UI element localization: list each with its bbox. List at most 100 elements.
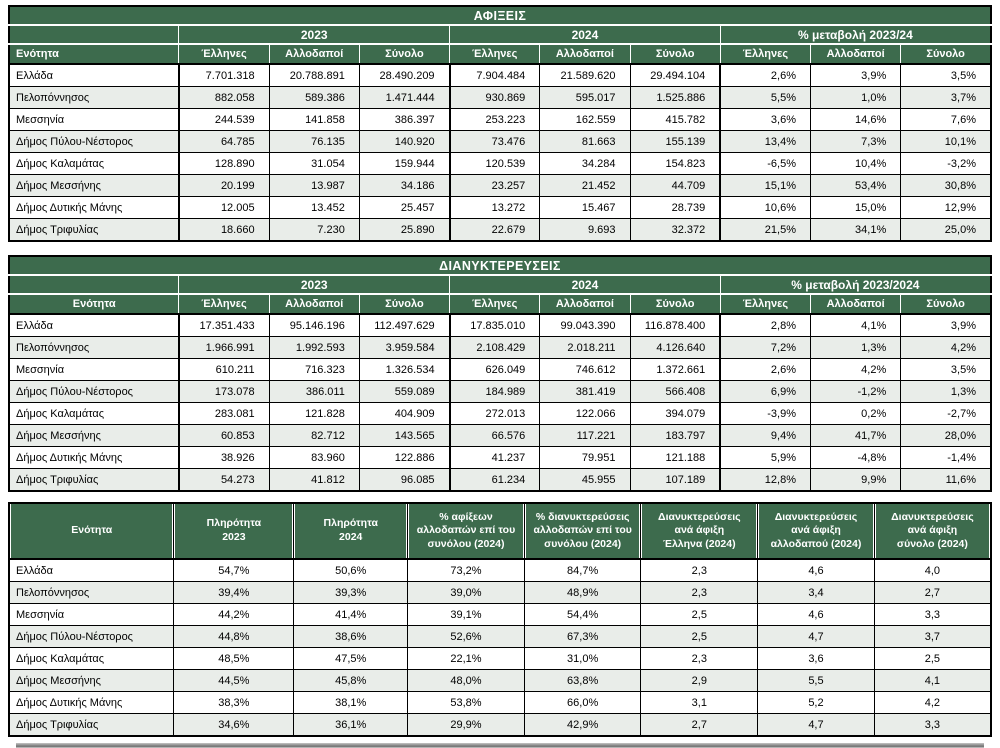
value-cell: 716.323 <box>268 358 360 381</box>
overnights-year-row: 2023 2024 % μεταβολή 2023/2024 <box>8 274 992 295</box>
value-cell: 112.497.629 <box>358 313 451 337</box>
value-cell: 559.089 <box>358 380 451 403</box>
value-cell: 12.005 <box>177 196 270 219</box>
value-cell: 61.234 <box>448 468 541 492</box>
table-row: Δήμος Καλαμάτας 128.890 31.054 159.944 120.5… <box>8 152 992 175</box>
value-cell: 3,3 <box>873 603 992 626</box>
value-cell: 107.189 <box>629 468 721 492</box>
overnights-per-arrival-foreign-header: Διανυκτερεύσεις ανά άφιξη αλλοδαπού (202… <box>757 502 875 560</box>
foreigners-column-header: Αλλοδαποί <box>539 43 631 65</box>
value-cell: 155.139 <box>629 130 721 153</box>
region-cell: Μεσσηνία <box>8 108 180 131</box>
value-cell: 882.058 <box>177 86 270 109</box>
value-cell: 53,8% <box>407 691 525 714</box>
value-cell: 64.785 <box>177 130 270 153</box>
value-cell: 39,0% <box>407 581 525 604</box>
value-cell: 3,6 <box>757 647 875 670</box>
value-cell: 21.452 <box>539 174 631 197</box>
value-cell: 2,3 <box>640 558 759 582</box>
value-cell: 17.835.010 <box>448 313 541 337</box>
value-cell: 30,8% <box>900 174 992 197</box>
value-cell: 7,3% <box>809 130 902 153</box>
total-column-header: Σύνολο <box>358 43 451 65</box>
value-cell: 9,4% <box>719 424 812 447</box>
value-cell: 1.966.991 <box>177 336 270 359</box>
value-cell: 283.081 <box>177 402 270 425</box>
value-cell: 1,3% <box>809 336 902 359</box>
value-cell: 34,6% <box>173 713 295 737</box>
value-cell: -1,2% <box>809 380 902 403</box>
value-cell: 404.909 <box>358 402 451 425</box>
value-cell: 394.079 <box>629 402 721 425</box>
value-cell: 66.576 <box>448 424 541 447</box>
value-cell: 84,7% <box>523 558 642 582</box>
value-cell: 3,6% <box>719 108 812 131</box>
value-cell: 66,0% <box>523 691 642 714</box>
value-cell: 48,9% <box>523 581 642 604</box>
region-cell: Δήμος Δυτικής Μάνης <box>8 691 175 714</box>
table-row: Μεσσηνία 244.539 141.858 386.397 253.223 162.… <box>8 108 992 131</box>
value-cell: 25.457 <box>358 196 451 219</box>
value-cell: 23.257 <box>448 174 541 197</box>
value-cell: 122.066 <box>539 402 631 425</box>
value-cell: 95.146.196 <box>268 313 360 337</box>
value-cell: 39,3% <box>293 581 409 604</box>
table-row: Δήμος Τριφυλίας 34,6% 36,1% 29,9% 42,9% 2,7 4,… <box>8 713 992 737</box>
value-cell: 44,5% <box>173 669 295 692</box>
value-cell: 4,2% <box>809 358 902 381</box>
region-cell: Δήμος Μεσσήνης <box>8 174 180 197</box>
value-cell: 45.955 <box>539 468 631 492</box>
value-cell: 2,6% <box>719 63 812 87</box>
percent-change-header: % μεταβολή 2023/24 <box>719 24 992 45</box>
foreigners-column-header: Αλλοδαποί <box>809 293 902 315</box>
value-cell: 41,7% <box>809 424 902 447</box>
overnights-table: ΔΙΑΝΥΚΤΕΡΕΥΣΕΙΣ 2023 2024 % μεταβολή 202… <box>8 255 992 492</box>
region-cell: Δήμος Τριφυλίας <box>8 713 175 737</box>
value-cell: 7.701.318 <box>177 63 270 87</box>
value-cell: 7.904.484 <box>448 63 541 87</box>
value-cell: 4,1 <box>873 669 992 692</box>
value-cell: 13.452 <box>268 196 360 219</box>
table-row: Δήμος Καλαμάτας 283.081 121.828 404.909 272.… <box>8 402 992 425</box>
value-cell: 54.273 <box>177 468 270 492</box>
value-cell: 53,4% <box>809 174 902 197</box>
value-cell: 3,7 <box>873 625 992 648</box>
greeks-column-header: Έλληνες <box>178 43 270 65</box>
value-cell: 34.186 <box>358 174 451 197</box>
value-cell: 1.471.444 <box>358 86 451 109</box>
value-cell: 9,9% <box>809 468 902 492</box>
value-cell: 2,3 <box>640 581 759 604</box>
bottom-divider <box>16 743 984 748</box>
value-cell: 73,2% <box>407 558 525 582</box>
table-row: Δήμος Τριφυλίας 18.660 7.230 25.890 22.679 9.… <box>8 218 992 242</box>
region-cell: Δήμος Πύλου-Νέστορος <box>8 625 175 648</box>
value-cell: 3.959.584 <box>358 336 451 359</box>
value-cell: 39,4% <box>173 581 295 604</box>
value-cell: 7,6% <box>900 108 992 131</box>
greeks-column-header: Έλληνες <box>178 293 270 315</box>
region-cell: Πελοπόννησος <box>8 336 180 359</box>
table-row: Ελλάδα 54,7% 50,6% 73,2% 84,7% 2,3 4,6 4,0 <box>8 558 992 582</box>
value-cell: 141.858 <box>268 108 360 131</box>
blank-header-cell <box>8 24 180 45</box>
table-row: Δήμος Μεσσήνης 44,5% 45,8% 48,0% 63,8% 2,9 5,5… <box>8 669 992 692</box>
region-cell: Ελλάδα <box>8 558 175 582</box>
region-cell: Δήμος Πύλου-Νέστορος <box>8 380 180 403</box>
value-cell: -2,7% <box>900 402 992 425</box>
value-cell: 4,6 <box>757 558 875 582</box>
value-cell: 415.782 <box>629 108 721 131</box>
region-cell: Δήμος Πύλου-Νέστορος <box>8 130 180 153</box>
value-cell: 28,0% <box>900 424 992 447</box>
value-cell: 386.011 <box>268 380 360 403</box>
value-cell: 10,6% <box>719 196 812 219</box>
entity-column-header: Ενότητα <box>8 293 180 315</box>
value-cell: 1,3% <box>900 380 992 403</box>
entity-column-header: Ενότητα <box>8 43 180 65</box>
value-cell: 73.476 <box>448 130 541 153</box>
region-cell: Δήμος Καλαμάτας <box>8 647 175 670</box>
table-row: Μεσσηνία 44,2% 41,4% 39,1% 54,4% 2,5 4,6 3,3 <box>8 603 992 626</box>
occupancy-2023-header: Πληρότητα 2023 <box>173 502 295 560</box>
value-cell: 31,0% <box>523 647 642 670</box>
value-cell: 930.869 <box>448 86 541 109</box>
